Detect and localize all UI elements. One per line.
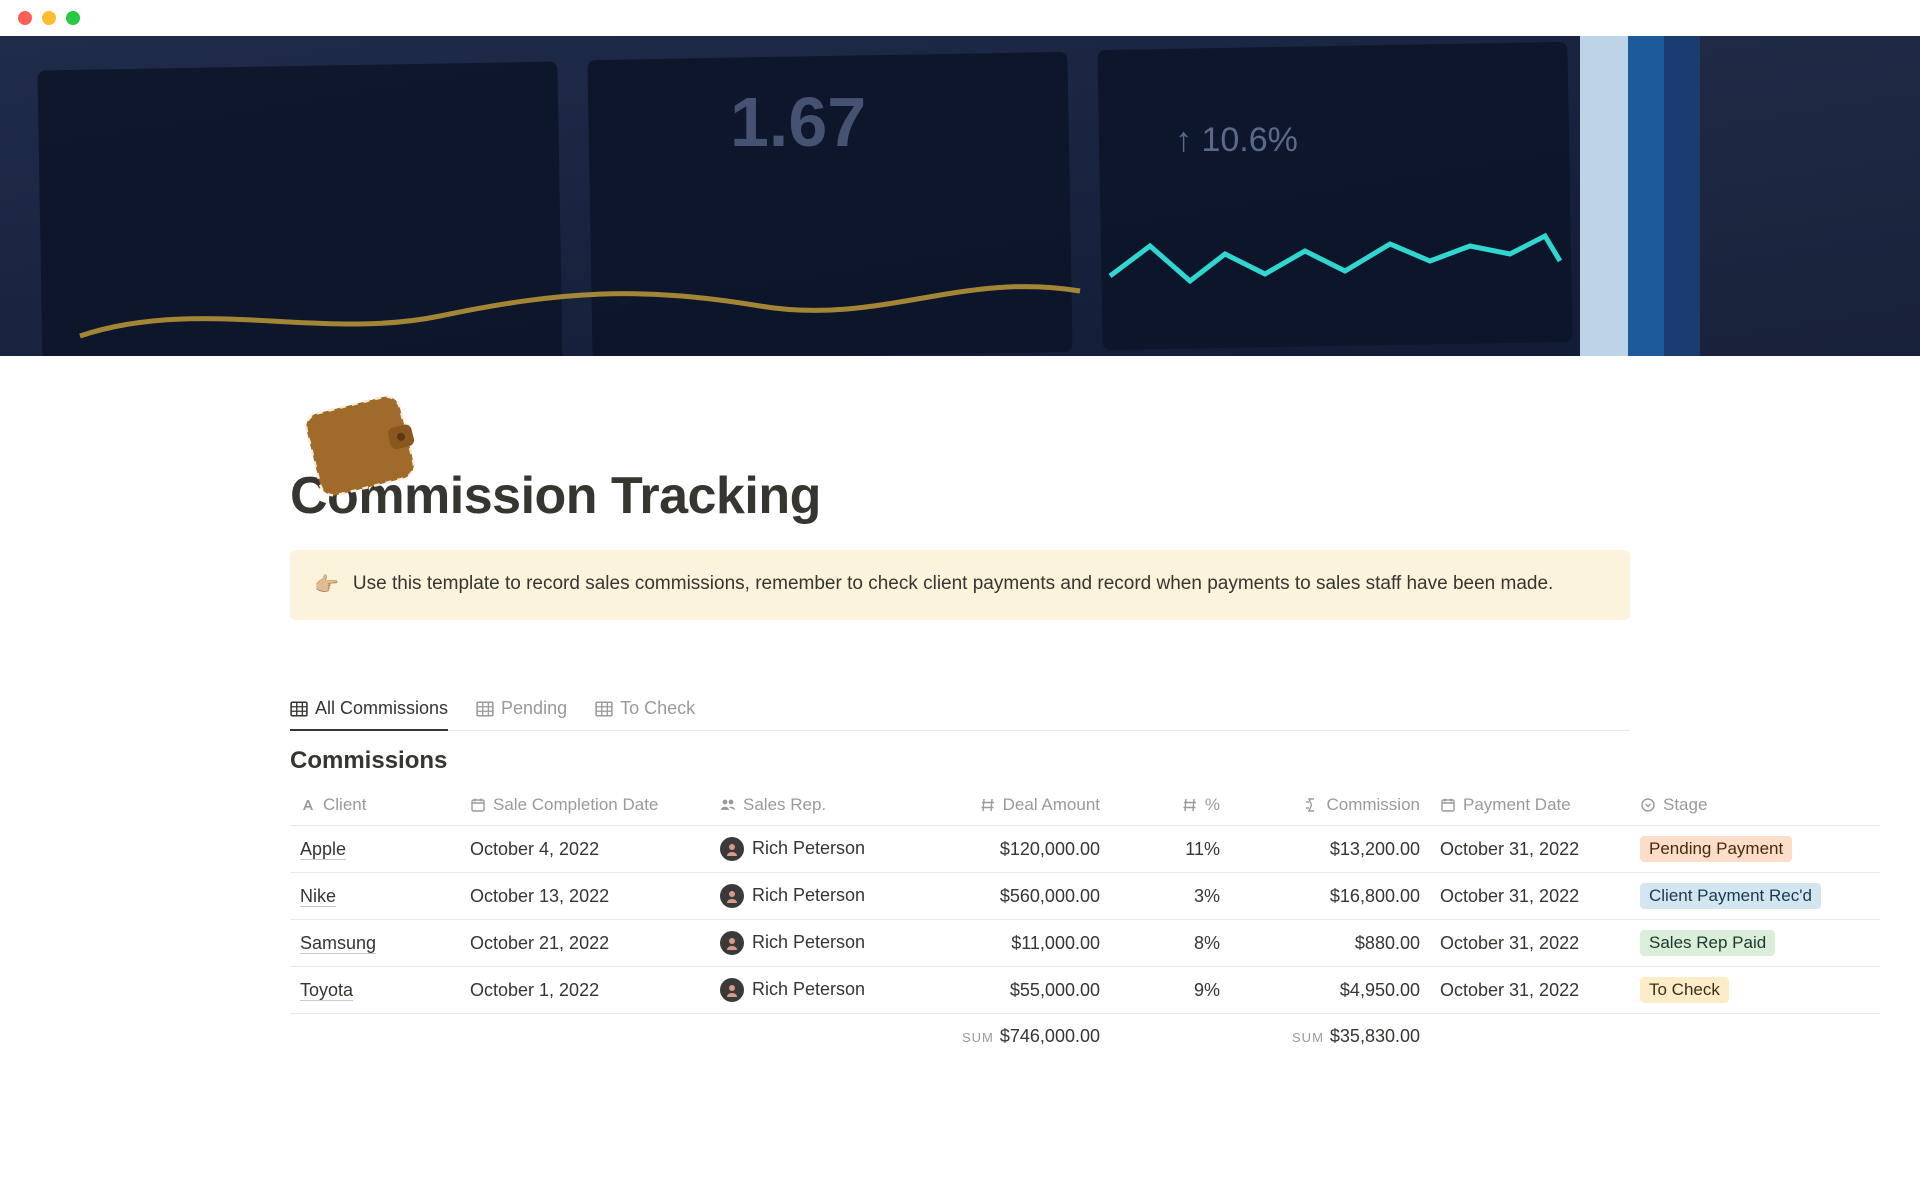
cell-percent[interactable]: 9%	[1110, 967, 1230, 1014]
cell-deal-amount[interactable]: $55,000.00	[900, 967, 1110, 1014]
column-header-sale_date[interactable]: Sale Completion Date	[460, 785, 710, 826]
cell-commission[interactable]: $13,200.00	[1230, 826, 1430, 873]
callout-text: Use this template to record sales commis…	[353, 570, 1553, 599]
sum-deal-amount: SUM$746,000.00	[900, 1014, 1110, 1058]
cell-sales-rep[interactable]: Rich Peterson	[710, 873, 900, 920]
cell-percent[interactable]: 11%	[1110, 826, 1230, 873]
view-tab-to-check[interactable]: To Check	[595, 690, 695, 731]
commissions-table: ClientSale Completion DateSales Rep.Deal…	[290, 785, 1880, 1057]
cell-payment-date[interactable]: October 31, 2022	[1430, 920, 1630, 967]
column-header-commission[interactable]: Commission	[1230, 785, 1430, 826]
column-header-rep[interactable]: Sales Rep.	[710, 785, 900, 826]
maximize-window-button[interactable]	[66, 11, 80, 25]
cell-payment-date[interactable]: October 31, 2022	[1430, 873, 1630, 920]
table-row[interactable]: AppleOctober 4, 2022Rich Peterson$120,00…	[290, 826, 1880, 873]
close-window-button[interactable]	[18, 11, 32, 25]
column-header-pay_date[interactable]: Payment Date	[1430, 785, 1630, 826]
cell-sales-rep[interactable]: Rich Peterson	[710, 967, 900, 1014]
cell-commission[interactable]: $880.00	[1230, 920, 1430, 967]
minimize-window-button[interactable]	[42, 11, 56, 25]
cell-sales-rep[interactable]: Rich Peterson	[710, 920, 900, 967]
cell-client[interactable]: Apple	[290, 826, 460, 873]
column-header-pct[interactable]: %	[1110, 785, 1230, 826]
cell-stage[interactable]: Client Payment Rec'd	[1630, 873, 1880, 920]
cell-deal-amount[interactable]: $560,000.00	[900, 873, 1110, 920]
window-titlebar	[0, 0, 1920, 36]
column-header-amount[interactable]: Deal Amount	[900, 785, 1110, 826]
cell-sale-date[interactable]: October 13, 2022	[460, 873, 710, 920]
pointing-hand-icon: 👉🏼	[314, 570, 339, 600]
page-cover[interactable]: 1.67 ↑ 10.6%	[0, 36, 1920, 356]
sum-commission: SUM$35,830.00	[1230, 1014, 1430, 1058]
cell-payment-date[interactable]: October 31, 2022	[1430, 826, 1630, 873]
database-title[interactable]: Commissions	[290, 747, 1630, 775]
cover-metric-1: 1.67	[730, 83, 866, 161]
cell-commission[interactable]: $16,800.00	[1230, 873, 1430, 920]
cell-sale-date[interactable]: October 1, 2022	[460, 967, 710, 1014]
cell-sales-rep[interactable]: Rich Peterson	[710, 826, 900, 873]
cell-stage[interactable]: Sales Rep Paid	[1630, 920, 1880, 967]
cover-metric-2: ↑ 10.6%	[1175, 121, 1298, 159]
cell-deal-amount[interactable]: $11,000.00	[900, 920, 1110, 967]
cell-commission[interactable]: $4,950.00	[1230, 967, 1430, 1014]
cell-client[interactable]: Samsung	[290, 920, 460, 967]
view-tab-pending[interactable]: Pending	[476, 690, 567, 731]
column-header-stage[interactable]: Stage	[1630, 785, 1880, 826]
cell-client[interactable]: Toyota	[290, 967, 460, 1014]
table-row[interactable]: NikeOctober 13, 2022Rich Peterson$560,00…	[290, 873, 1880, 920]
cell-percent[interactable]: 3%	[1110, 873, 1230, 920]
cell-deal-amount[interactable]: $120,000.00	[900, 826, 1110, 873]
table-row[interactable]: SamsungOctober 21, 2022Rich Peterson$11,…	[290, 920, 1880, 967]
cell-stage[interactable]: To Check	[1630, 967, 1880, 1014]
view-tabs: All Commissions Pending To Check	[290, 690, 1630, 731]
avatar	[720, 978, 744, 1002]
avatar	[720, 931, 744, 955]
cell-stage[interactable]: Pending Payment	[1630, 826, 1880, 873]
column-header-client[interactable]: Client	[290, 785, 460, 826]
table-row[interactable]: ToyotaOctober 1, 2022Rich Peterson$55,00…	[290, 967, 1880, 1014]
callout-block[interactable]: 👉🏼 Use this template to record sales com…	[290, 550, 1630, 620]
page-icon[interactable]	[290, 376, 430, 516]
cell-sale-date[interactable]: October 4, 2022	[460, 826, 710, 873]
cell-percent[interactable]: 8%	[1110, 920, 1230, 967]
cell-sale-date[interactable]: October 21, 2022	[460, 920, 710, 967]
page-title[interactable]: Commission Tracking	[290, 466, 1630, 526]
cell-payment-date[interactable]: October 31, 2022	[1430, 967, 1630, 1014]
view-tab-all-commissions[interactable]: All Commissions	[290, 690, 448, 731]
avatar	[720, 837, 744, 861]
avatar	[720, 884, 744, 908]
cell-client[interactable]: Nike	[290, 873, 460, 920]
